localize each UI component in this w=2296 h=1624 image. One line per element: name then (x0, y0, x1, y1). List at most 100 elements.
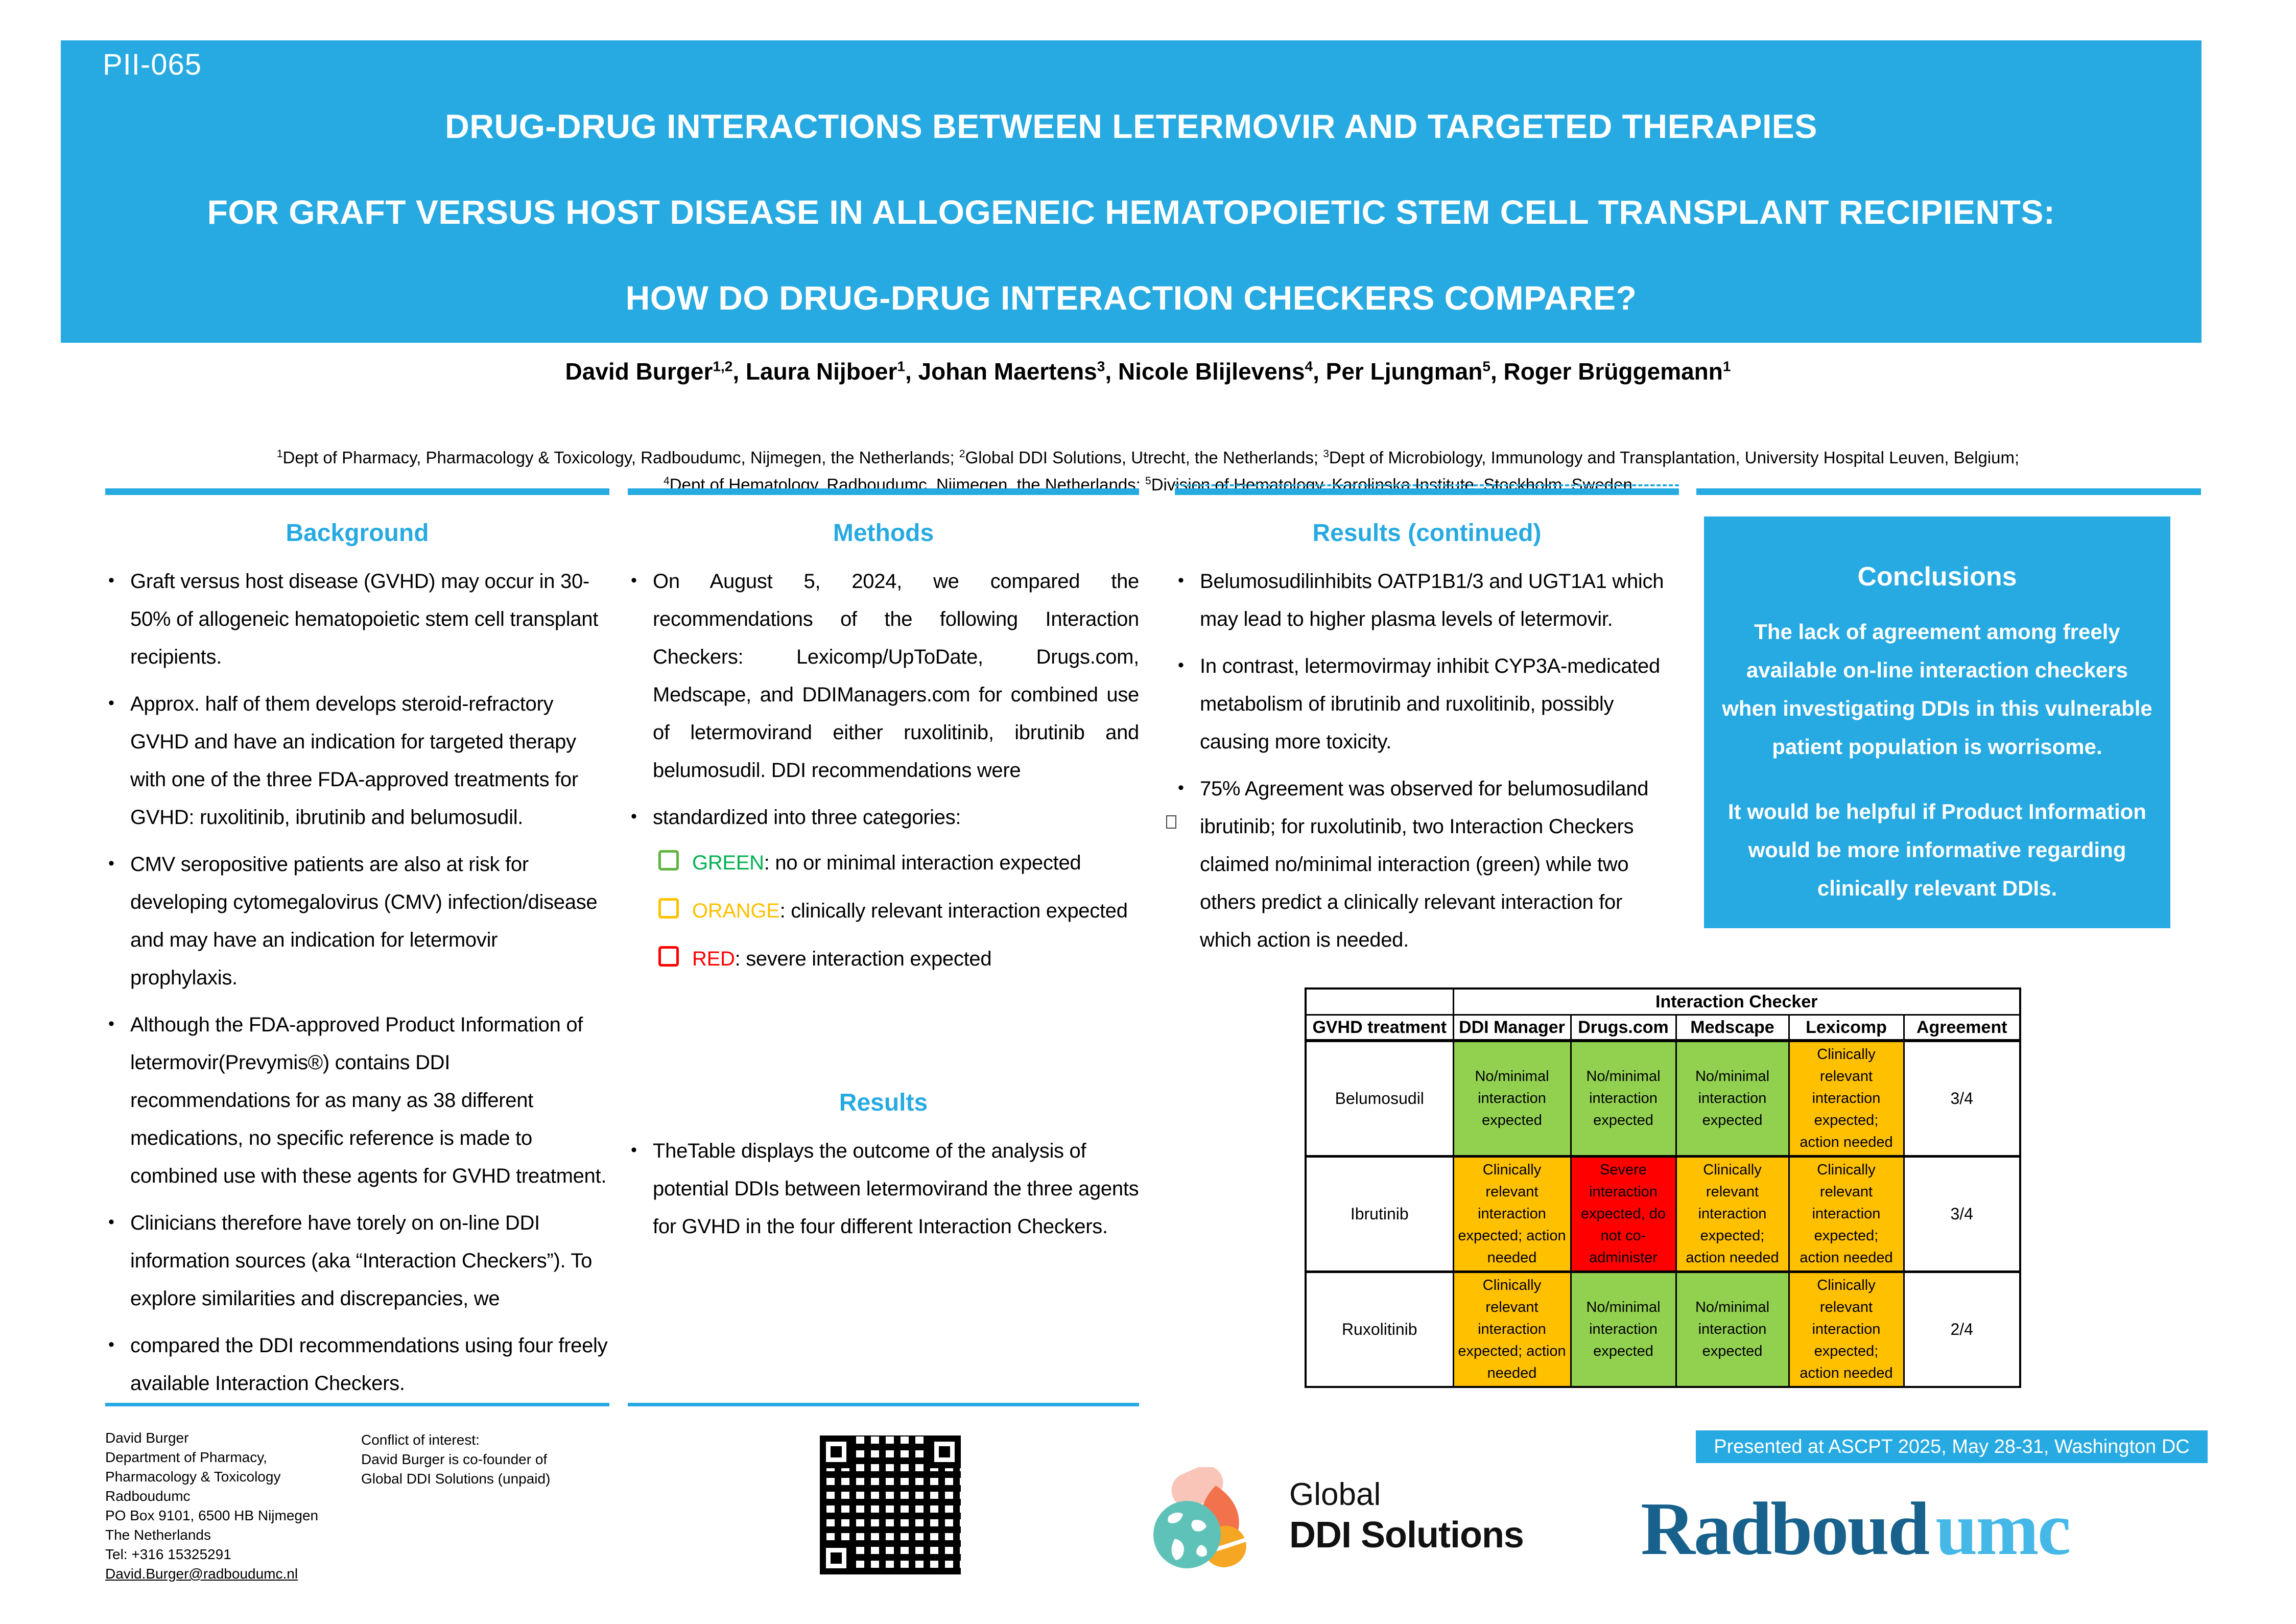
column-header: GVHD treatment (1305, 1014, 1454, 1042)
ddi-cell: Severe interaction expected, do not co-a… (1570, 1155, 1677, 1273)
title-line-3: HOW DO DRUG-DRUG INTERACTION CHECKERS CO… (625, 279, 1637, 317)
table-row: Ibrutinib Clinically relevant interactio… (1305, 1155, 2021, 1273)
conflict-of-interest-block: Conflict of interest: David Burger is co… (361, 1430, 550, 1489)
legend-label: GREEN (692, 852, 764, 874)
agreement-cell: 3/4 (1903, 1039, 2021, 1157)
conflict-line: Conflict of interest: (361, 1432, 480, 1448)
legend-label: RED (692, 948, 735, 970)
section-heading-conclusions: Conclusions (1857, 562, 2017, 592)
section-heading-background: Background (286, 520, 429, 547)
results-continued-bullet-list: Belumosudilinhibits OATP1B1/3 and UGT1A1… (1175, 561, 1679, 959)
bullet-item: Although the FDA-approved Product Inform… (105, 1005, 609, 1195)
table-corner-cell (1305, 987, 1454, 1016)
legend-text: : severe interaction expected (735, 948, 992, 970)
bullet-item: TheTable displays the outcome of the ana… (628, 1131, 1139, 1245)
contact-line: Radboudumc (105, 1488, 191, 1504)
poster-id: PII-065 (103, 48, 202, 81)
results-bullet-list: TheTable displays the outcome of the ana… (628, 1131, 1139, 1245)
treatment-cell: Ruxolitinib (1305, 1270, 1454, 1388)
bullet-item: Belumosudilinhibits OATP1B1/3 and UGT1A1… (1175, 561, 1679, 638)
ddi-cell: No/minimal interaction expected (1675, 1270, 1790, 1388)
radboudumc-logo: Radboudumc (1641, 1491, 2071, 1567)
umc-wordmark: umc (1935, 1487, 2071, 1571)
qr-finder-icon (820, 1542, 853, 1574)
ddi-cell: No/minimal interaction expected (1452, 1039, 1572, 1157)
column-header: DDI Manager (1452, 1014, 1572, 1042)
global-ddi-solutions-logo: Global DDI Solutions (1152, 1467, 1587, 1585)
column-header: Medscape (1675, 1014, 1790, 1042)
footer-divider (105, 1403, 609, 1406)
interaction-checker-table: Interaction Checker GVHD treatment DDI M… (1305, 987, 2021, 1388)
ddi-cell: Clinically relevant interaction expected… (1788, 1155, 1905, 1273)
contact-line: PO Box 9101, 6500 HB Nijmegen (105, 1508, 319, 1523)
ddi-cell: No/minimal interaction expected (1675, 1039, 1790, 1157)
contact-line: Tel: +316 15325291 (105, 1546, 231, 1562)
ddi-cell: Clinically relevant interaction expected… (1452, 1155, 1572, 1273)
ddi-cell: Clinically relevant interaction expected… (1788, 1039, 1905, 1157)
qr-code (816, 1431, 965, 1579)
legend-item-orange: ORANGE: clinically relevant interaction … (658, 898, 1139, 924)
bullet-item: In contrast, letermovirmay inhibit CYP3A… (1175, 646, 1679, 761)
legend-item-red: RED: severe interaction expected (658, 946, 1139, 972)
bullet-item: 75% Agreement was observed for belumosud… (1175, 769, 1679, 959)
ddi-logo-wordmark-bottom: DDI Solutions (1289, 1515, 1524, 1556)
stray-box-glyph (1166, 815, 1176, 829)
contact-line: The Netherlands (105, 1527, 211, 1543)
category-legend: GREEN: no or minimal interaction expecte… (658, 850, 1139, 972)
legend-label: ORANGE (692, 900, 780, 922)
methods-bullet-list: On August 5, 2024, we compared the recom… (628, 561, 1139, 836)
column-header: Agreement (1903, 1014, 2021, 1042)
bullet-item: On August 5, 2024, we compared the recom… (628, 561, 1139, 789)
checkbox-icon (658, 946, 679, 967)
table-row: Ruxolitinib Clinically relevant interact… (1305, 1270, 2021, 1388)
table-row: Belumosudil No/minimal interaction expec… (1305, 1039, 2021, 1157)
section-methods: Methods On August 5, 2024, we compared t… (628, 512, 1139, 1255)
bullet-item: Approx. half of them develops steroid-re… (105, 684, 609, 836)
column-header: Lexicomp (1788, 1014, 1905, 1042)
conclusion-paragraph: The lack of agreement among freely avail… (1722, 620, 2152, 759)
column-divider-bar (1696, 488, 2201, 495)
column-divider-bar (1175, 484, 1679, 495)
radboud-wordmark: Radboud (1641, 1487, 1930, 1571)
bullet-item: CMV seropositive patients are also at ri… (105, 844, 609, 997)
column-divider-bar (628, 488, 1139, 495)
poster-title: DRUG-DRUG INTERACTIONS BETWEEN LETERMOVI… (61, 83, 2202, 341)
section-results-continued: Results (continued) Belumosudilinhibits … (1175, 512, 1679, 968)
section-heading-results: Results (839, 1089, 928, 1116)
affiliations-line-1: 1Dept of Pharmacy, Pharmacology & Toxico… (276, 448, 2020, 467)
contact-block: David Burger Department of Pharmacy, Pha… (105, 1428, 318, 1584)
section-heading-methods: Methods (833, 520, 934, 547)
ddi-cell: Clinically relevant interaction expected… (1788, 1270, 1905, 1388)
ddi-cell: No/minimal interaction expected (1570, 1270, 1677, 1388)
email-link[interactable]: David.Burger@radboudumc.nl (105, 1566, 298, 1582)
presented-banner: Presented at ASCPT 2025, May 28-31, Wash… (1696, 1430, 2208, 1463)
agreement-cell: 3/4 (1903, 1155, 2021, 1273)
legend-text: : no or minimal interaction expected (764, 852, 1081, 874)
title-banner: PII-065 DRUG-DRUG INTERACTIONS BETWEEN L… (61, 40, 2202, 343)
footer-divider (628, 1403, 1139, 1406)
qr-finder-icon (820, 1435, 853, 1468)
qr-finder-icon (928, 1435, 961, 1468)
section-conclusions: Conclusions The lack of agreement among … (1704, 516, 2170, 928)
background-bullet-list: Graft versus host disease (GVHD) may occ… (105, 561, 609, 1402)
title-line-2: FOR GRAFT VERSUS HOST DISEASE IN ALLOGEN… (207, 193, 2055, 231)
ddi-cell: Clinically relevant interaction expected… (1452, 1270, 1572, 1388)
table-span-header: Interaction Checker (1452, 987, 2021, 1016)
bullet-item: standardized into three categories: (628, 797, 1139, 836)
bullet-item: compared the DDI recommendations using f… (105, 1326, 609, 1402)
bullet-item: Clinicians therefore have torely on on-l… (105, 1203, 609, 1317)
authors-line: David Burger1,2, Laura Nijboer1, Johan M… (565, 358, 1731, 385)
checkbox-icon (658, 898, 679, 919)
title-line-1: DRUG-DRUG INTERACTIONS BETWEEN LETERMOVI… (445, 107, 1817, 145)
column-header: Drugs.com (1570, 1014, 1677, 1042)
bullet-item: Graft versus host disease (GVHD) may occ… (105, 561, 609, 676)
contact-line: Department of Pharmacy, (105, 1449, 267, 1465)
ddi-logo-wordmark-top: Global (1289, 1477, 1381, 1512)
agreement-cell: 2/4 (1903, 1270, 2021, 1388)
column-divider-bar (105, 488, 609, 495)
conclusion-paragraph: It would be helpful if Product Informati… (1728, 799, 2146, 900)
section-heading-results-continued: Results (continued) (1312, 520, 1542, 547)
globe-pill-icon (1153, 1467, 1246, 1568)
conflict-line: Global DDI Solutions (unpaid) (361, 1471, 551, 1487)
